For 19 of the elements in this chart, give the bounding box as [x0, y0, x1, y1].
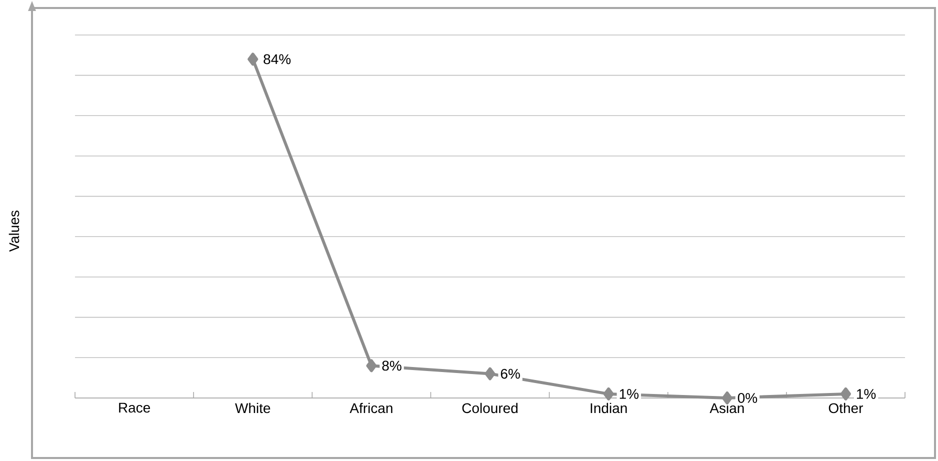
x-tick-label: Race — [119, 402, 150, 413]
x-tick-label: Other — [828, 402, 864, 414]
data-label: 0% — [738, 393, 758, 403]
x-tick-label: White — [235, 402, 270, 414]
data-label: 1% — [856, 389, 876, 399]
data-label: 8% — [382, 360, 402, 371]
point — [840, 387, 851, 400]
x-tick-label: Coloured — [462, 402, 518, 414]
data-label: 84% — [264, 54, 291, 64]
point — [248, 52, 258, 66]
data-label: 1% — [620, 389, 639, 399]
y-axis-title: Values — [8, 210, 20, 252]
point — [484, 367, 496, 380]
x-tick-label: African — [350, 402, 392, 414]
data-label: 6% — [500, 368, 520, 379]
point — [366, 359, 377, 372]
x-tick-label: Indian — [590, 402, 627, 414]
x-tick-label: Asian — [710, 402, 744, 414]
point — [603, 387, 614, 400]
